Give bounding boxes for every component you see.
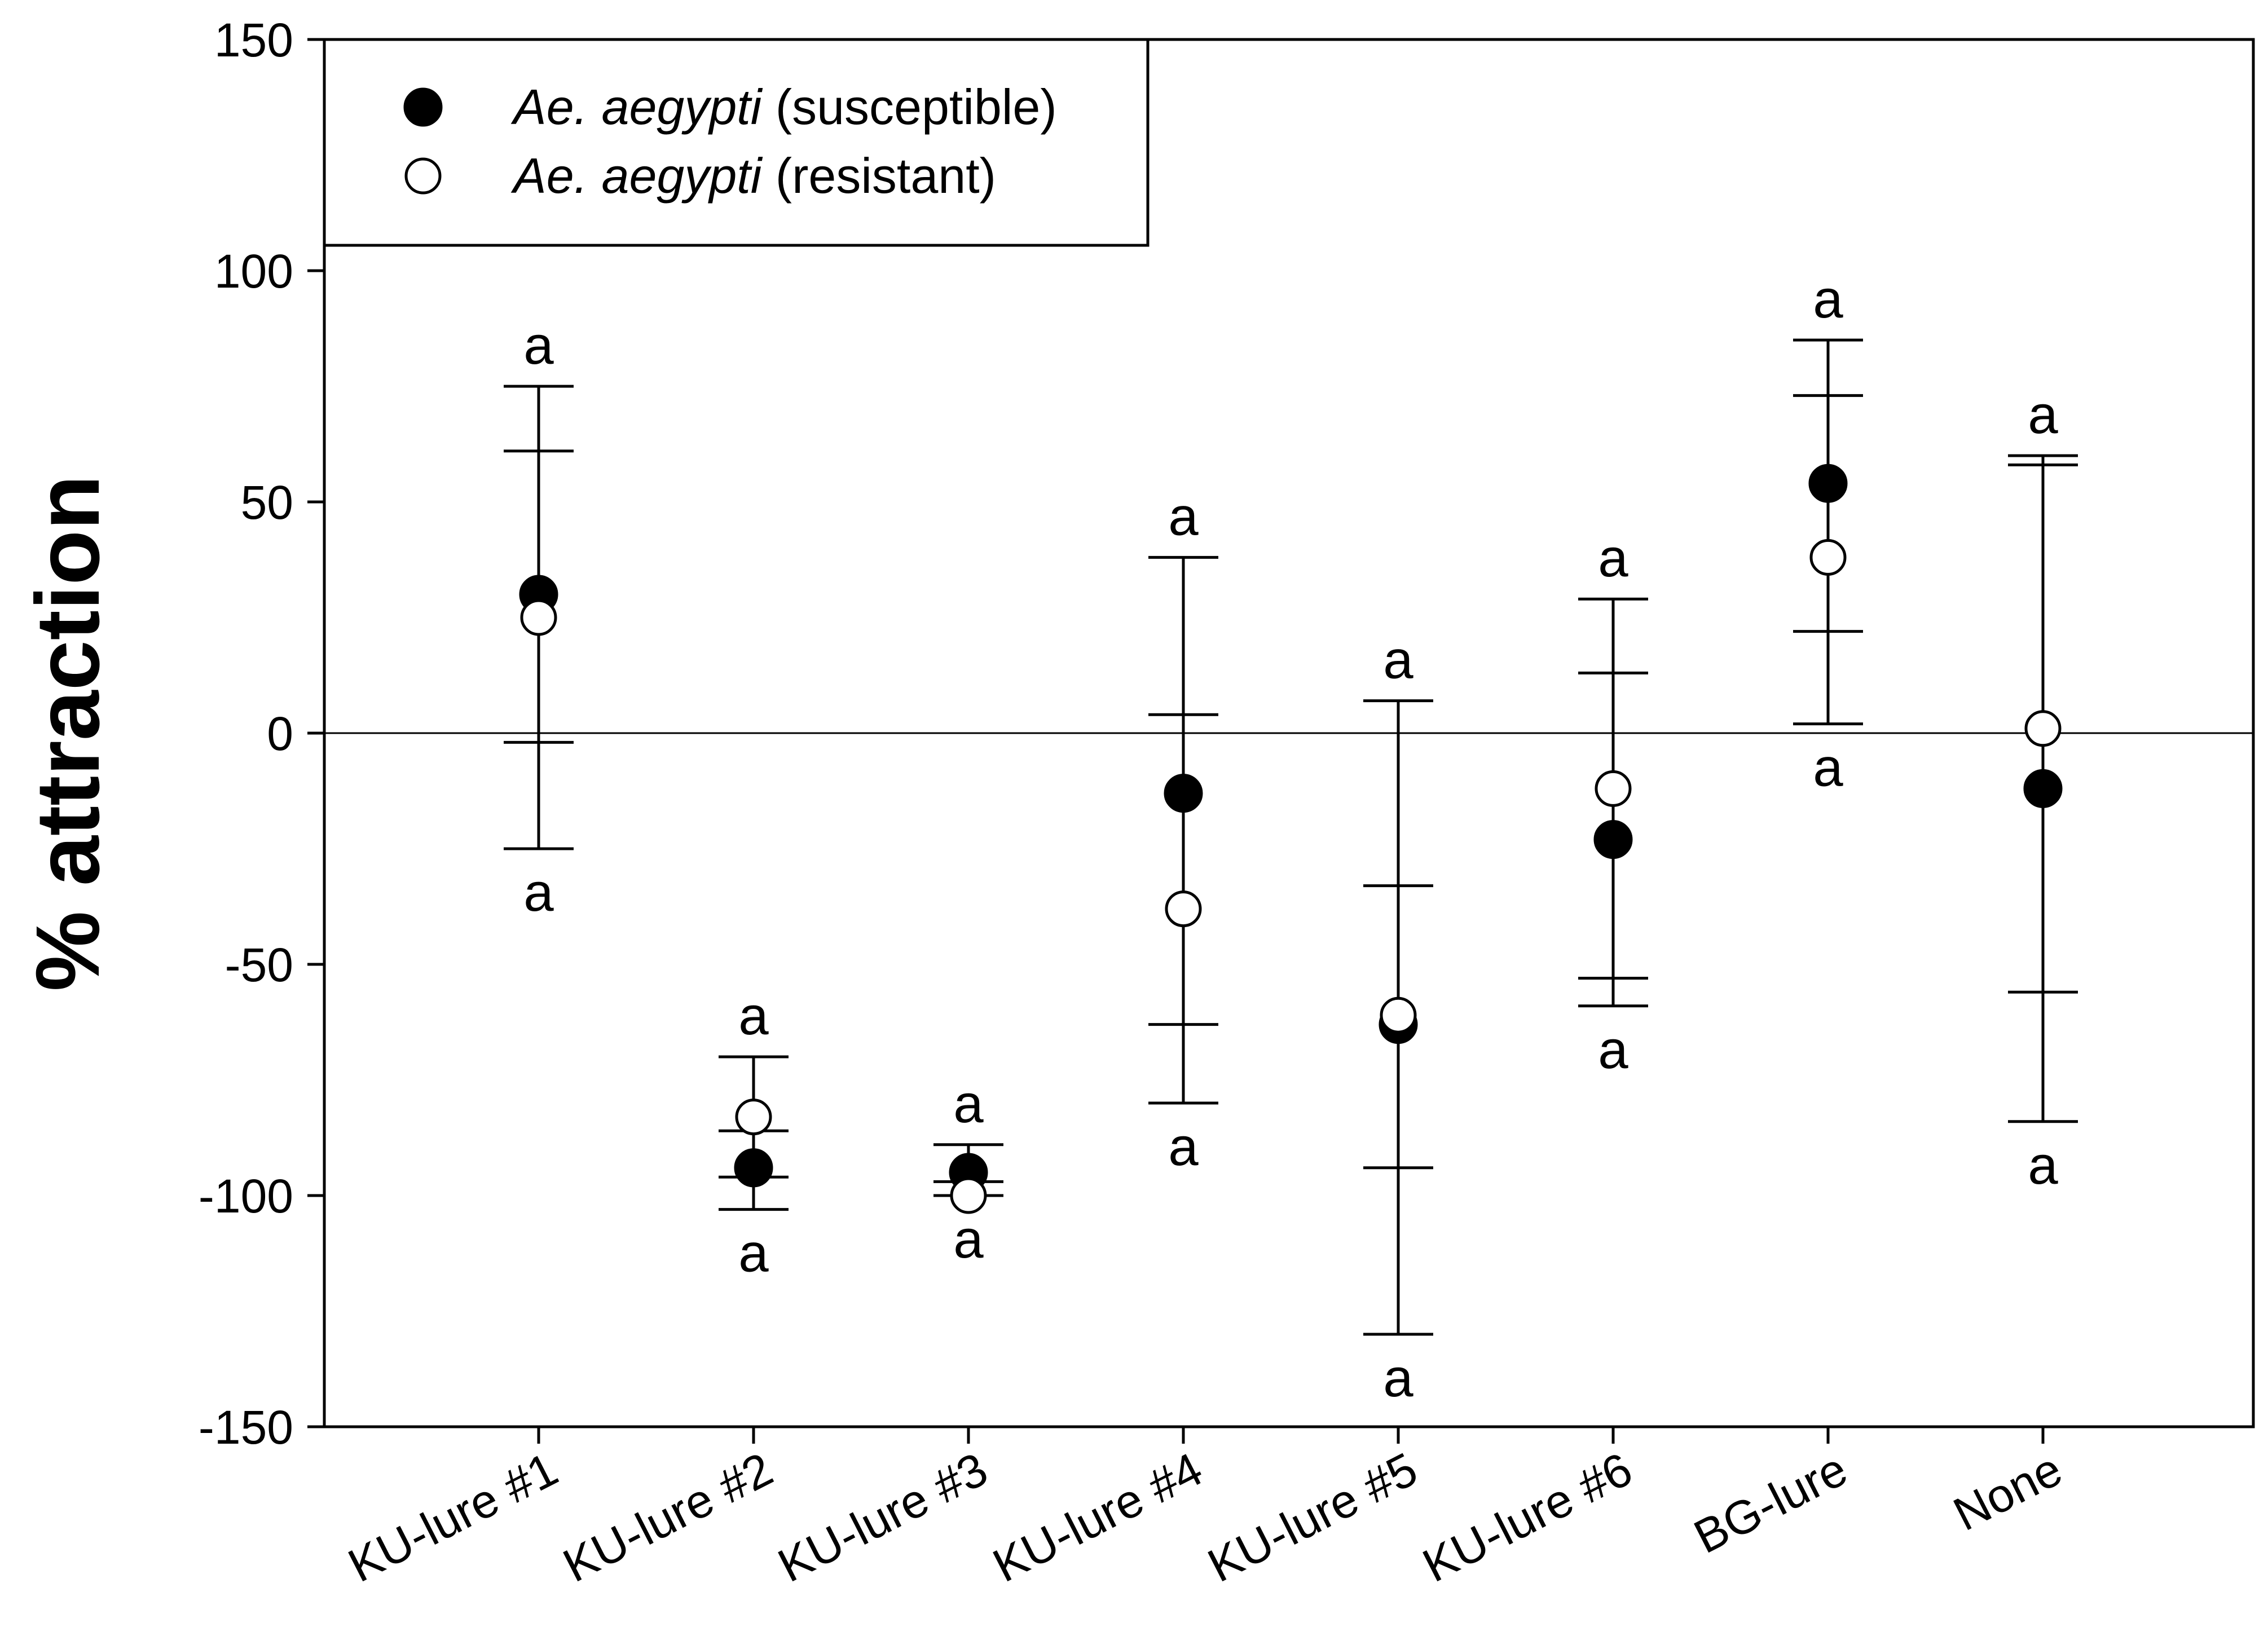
point-resistant — [1809, 539, 1847, 576]
x-tick-label: BG-lure — [1686, 1442, 1856, 1563]
x-tick-label: KU-lure #1 — [340, 1442, 566, 1592]
point-susceptible — [1593, 820, 1633, 859]
x-tick-label: KU-lure #4 — [985, 1442, 1210, 1592]
point-susceptible — [2023, 769, 2063, 808]
y-axis-title: % attraction — [17, 475, 118, 991]
legend-label-resistant: Ae. aegypti (resistant) — [510, 148, 996, 204]
significance-label-lower: a — [1598, 1020, 1628, 1080]
significance-label-lower: a — [738, 1223, 769, 1284]
significance-label-upper: a — [738, 986, 769, 1046]
significance-label-lower: a — [1813, 738, 1843, 798]
significance-label-upper: a — [1383, 630, 1413, 690]
point-susceptible — [1808, 464, 1848, 503]
legend-marker-susceptible — [403, 87, 443, 127]
legend: Ae. aegypti (susceptible) Ae. aegypti (r… — [323, 38, 1150, 247]
significance-label-lower: a — [1168, 1117, 1199, 1177]
x-tick-label: KU-lure #6 — [1415, 1442, 1640, 1592]
y-axis: 150 100 50 0 -50 -100 -150 — [199, 14, 324, 1454]
y-tick-label: 0 — [267, 707, 293, 760]
point-resistant — [1165, 890, 1202, 928]
y-tick-label: -100 — [199, 1170, 293, 1223]
y-tick-label: 100 — [214, 245, 293, 298]
significance-label-upper: a — [523, 315, 554, 376]
significance-label-lower: a — [523, 862, 554, 923]
point-resistant — [520, 599, 557, 636]
x-tick-label: KU-lure #5 — [1200, 1442, 1425, 1592]
significance-label-lower: a — [1383, 1348, 1413, 1408]
point-susceptible — [1164, 774, 1203, 813]
point-resistant — [1380, 996, 1417, 1034]
point-resistant — [735, 1099, 772, 1136]
y-tick-label: 50 — [241, 476, 293, 529]
y-tick-label: -150 — [199, 1401, 293, 1454]
point-resistant — [950, 1177, 987, 1214]
y-tick-label: -50 — [225, 938, 293, 991]
point-susceptible — [734, 1148, 773, 1188]
x-tick-label: KU-lure #3 — [770, 1442, 996, 1592]
x-tick-label: None — [1945, 1442, 2071, 1541]
x-axis: KU-lure #1KU-lure #2KU-lure #3KU-lure #4… — [340, 1427, 2070, 1592]
data-points — [519, 464, 2063, 1214]
significance-label-upper: a — [1813, 269, 1843, 329]
legend-box — [323, 38, 1150, 247]
y-tick-label: 150 — [214, 14, 293, 67]
legend-label-susceptible: Ae. aegypti (susceptible) — [510, 79, 1057, 135]
point-resistant — [2024, 710, 2062, 747]
x-tick-label: KU-lure #2 — [555, 1442, 781, 1592]
point-resistant — [1595, 770, 1632, 807]
significance-label-upper: a — [1598, 528, 1628, 588]
significance-label-lower: a — [2028, 1135, 2058, 1196]
significance-label-upper: a — [953, 1074, 984, 1134]
significance-label-upper: a — [2028, 385, 2058, 445]
legend-marker-resistant — [404, 157, 442, 195]
significance-label-upper: a — [1168, 486, 1199, 546]
significance-labels: a a a a a a a a a a a a a a a a — [523, 269, 2058, 1408]
significance-label-lower: a — [953, 1209, 984, 1269]
